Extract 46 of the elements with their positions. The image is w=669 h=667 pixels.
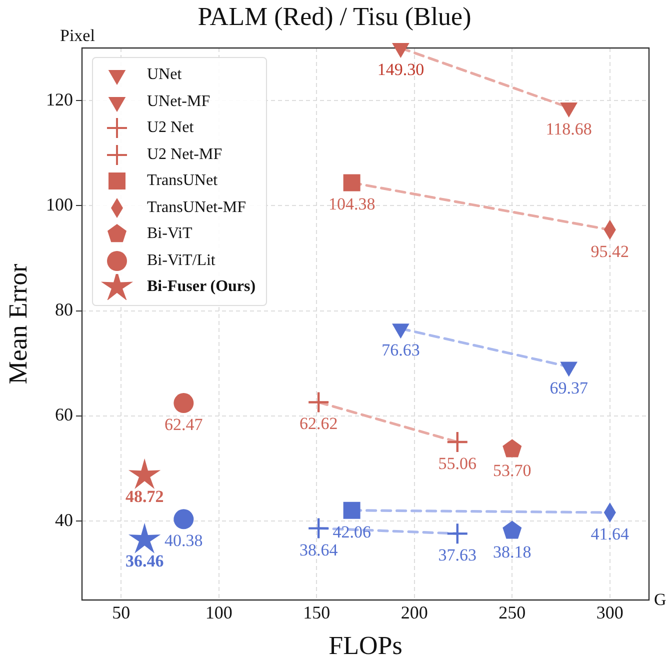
- x-tick-label: 250: [498, 602, 526, 623]
- data-label: 62.47: [164, 414, 204, 434]
- data-label: 36.46: [125, 552, 164, 571]
- data-label: 118.68: [546, 119, 592, 138]
- text: G: [654, 590, 666, 610]
- x-tick-label: 50: [112, 602, 130, 623]
- data-label: 53.70: [493, 461, 532, 480]
- data-label: 42.06: [332, 522, 371, 542]
- data-label: 38.18: [493, 542, 532, 562]
- data-label: 76.63: [382, 340, 420, 360]
- point: [392, 43, 410, 58]
- data-label: 55.06: [438, 454, 477, 473]
- annotation: 149.30: [377, 60, 424, 79]
- y-axis-title: Mean Error: [3, 263, 32, 384]
- legend-label: U2 Net-MF: [147, 146, 222, 164]
- legend-label: Bi-Fuser (Ours): [147, 278, 256, 296]
- x-tick-label: 200: [400, 602, 428, 623]
- point: [560, 102, 578, 118]
- data-label: 104.38: [328, 194, 376, 214]
- legend-label: UNet: [147, 66, 182, 84]
- data-label: 38.64: [299, 540, 338, 560]
- legend-label: TransUNet: [147, 172, 218, 190]
- y-tick-label: 100: [46, 194, 73, 214]
- legend-label: U2 Net: [147, 119, 194, 138]
- x-tick-label: 300: [596, 602, 624, 623]
- data-label: 37.63: [438, 546, 477, 565]
- y-tick-label: 40: [55, 510, 73, 530]
- legend-label: Bi-ViT/Lit: [147, 252, 216, 270]
- data-label: 40.38: [164, 531, 203, 550]
- text: Pixel: [60, 26, 95, 46]
- chart-title: PALM (Red) / Tisu (Blue): [198, 2, 472, 31]
- y-tick-label: 80: [55, 300, 73, 320]
- y-tick-label: 60: [55, 404, 73, 425]
- point: [128, 522, 161, 554]
- legend-label: Bi-ViT: [147, 225, 192, 244]
- data-label: 62.62: [299, 414, 338, 434]
- data-label: 48.72: [125, 487, 164, 506]
- data-label: 95.42: [590, 242, 630, 261]
- x-tick-label: 150: [303, 602, 330, 623]
- data-label: 41.64: [590, 524, 630, 544]
- data-label: 69.37: [550, 378, 588, 398]
- y-tick-label: 120: [46, 89, 73, 110]
- legend-label: UNet-MF: [147, 92, 210, 111]
- x-axis-title: FLOPs: [328, 631, 402, 660]
- legend-label: TransUNet-MF: [147, 198, 246, 217]
- x-tick-label: 100: [205, 602, 232, 623]
